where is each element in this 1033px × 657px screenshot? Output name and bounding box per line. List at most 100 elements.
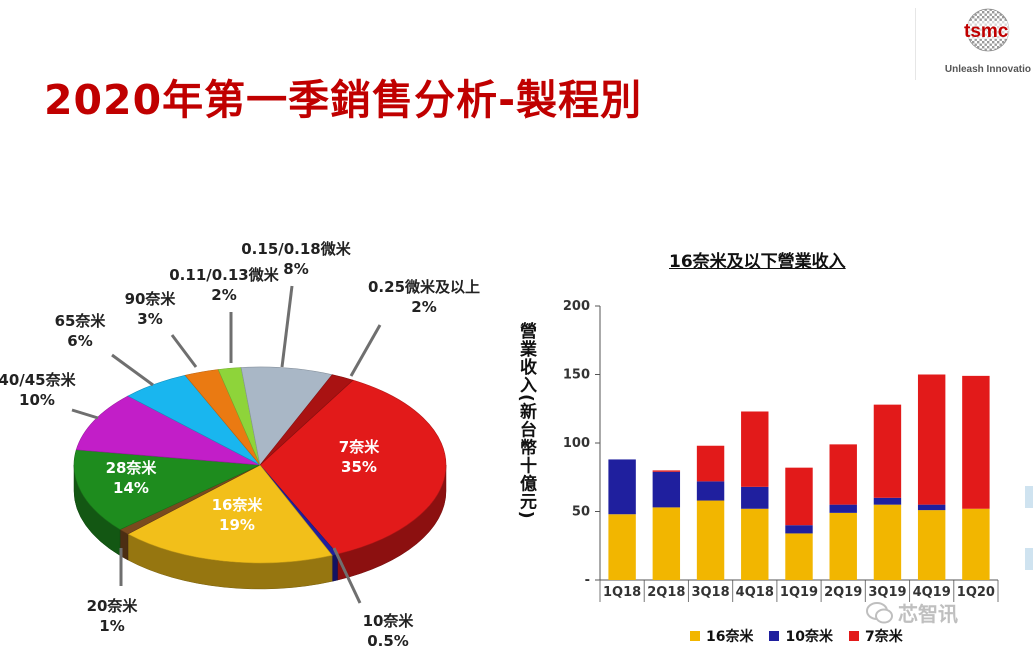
- pie-label-value-1: 0.5%: [367, 632, 409, 650]
- header-divider: [915, 8, 916, 80]
- bar-4Q19-10奈米: [917, 504, 946, 511]
- pie-label-0: 7奈米 35%: [339, 437, 379, 477]
- pie-label-value-7: 3%: [137, 310, 163, 328]
- bar-4Q18-7奈米: [741, 411, 769, 487]
- x-tick-6: 3Q19: [868, 585, 906, 600]
- pie-label-4: 28奈米 14%: [106, 458, 157, 498]
- bar-3Q19-10奈米: [873, 497, 902, 505]
- watermark: 芯智讯: [866, 598, 958, 627]
- bar-chart-title: 16奈米及以下營業收入: [669, 252, 846, 272]
- legend-label-10nm: 10奈米: [785, 629, 833, 645]
- pie-label-value-8: 2%: [211, 286, 237, 304]
- legend-item-16nm: 16奈米: [690, 626, 753, 646]
- x-tick-3: 4Q18: [736, 585, 774, 600]
- slogan: Unleash Innovatio: [944, 64, 1031, 75]
- legend-label-7nm: 7奈米: [864, 629, 903, 645]
- x-tick-1: 2Q18: [647, 585, 685, 600]
- bar-1Q19-10奈米: [785, 525, 813, 534]
- pie-label-name-0: 7奈米: [338, 438, 380, 456]
- legend-swatch-7nm: [848, 631, 859, 641]
- pie-label-value-0: 35%: [341, 458, 377, 476]
- pie-label-name-2: 16奈米: [211, 496, 263, 514]
- bar-1Q19-7奈米: [785, 467, 813, 526]
- pie-label-3: 20奈米 1%: [87, 596, 138, 636]
- pie-label-name-4: 28奈米: [105, 459, 157, 477]
- legend-swatch-10nm: [769, 631, 780, 641]
- y-tick-3: 150: [563, 368, 590, 383]
- x-tick-0: 1Q18: [603, 585, 641, 600]
- bar-1Q20-7奈米: [962, 375, 990, 509]
- pie-label-name-5: 40/45奈米: [0, 371, 76, 389]
- x-tick-2: 3Q18: [691, 585, 729, 600]
- bar-chart-ylabel: 營業收入(新台幣十億元): [516, 322, 536, 520]
- y-tick-2: 100: [563, 436, 590, 451]
- bar-1Q18-16奈米: [608, 514, 636, 580]
- edge-box-2: [1025, 548, 1033, 570]
- pie-label-value-6: 6%: [67, 332, 93, 350]
- pie-leader-6: [111, 353, 154, 387]
- watermark-text: 芯智讯: [898, 602, 958, 626]
- bar-legend: 16奈米 10奈米 7奈米: [690, 626, 903, 646]
- bar-2Q19-7奈米: [829, 444, 857, 505]
- bar-4Q18-10奈米: [741, 486, 769, 509]
- x-tick-8: 1Q20: [957, 585, 995, 600]
- x-tick-5: 2Q19: [824, 585, 862, 600]
- pie-label-value-4: 14%: [113, 479, 149, 497]
- bar-4Q19-7奈米: [917, 374, 946, 505]
- pie-slice-10: [259, 374, 354, 466]
- y-tick-0: -: [585, 573, 590, 588]
- page-title: 2020年第一季銷售分析-製程別: [44, 76, 643, 124]
- pie-slice-4: [73, 449, 262, 530]
- tsmc-logo: tsmc: [962, 8, 1018, 52]
- pie-label-8: 0.11/0.13微米 2%: [169, 265, 279, 305]
- pie-label-1: 10奈米 0.5%: [363, 611, 414, 651]
- pie-leader-1: [332, 547, 362, 604]
- pie-label-7: 90奈米 3%: [125, 289, 176, 329]
- pie-label-value-9: 8%: [283, 260, 309, 278]
- pie-label-2: 16奈米 19%: [212, 495, 263, 535]
- pie-label-name-7: 90奈米: [124, 290, 176, 308]
- bar-1Q19-16奈米: [785, 533, 813, 580]
- pie-label-name-6: 65奈米: [54, 312, 106, 330]
- legend-label-16nm: 16奈米: [706, 629, 754, 645]
- y-tick-4: 200: [563, 299, 590, 314]
- bar-3Q18-10奈米: [696, 481, 725, 501]
- bar-3Q19-7奈米: [873, 404, 902, 498]
- pie-label-10: 0.25微米及以上 2%: [368, 277, 480, 317]
- pie-label-value-10: 2%: [411, 298, 437, 316]
- pie-label-name-3: 20奈米: [86, 597, 138, 615]
- pie-slice-2: [127, 464, 333, 564]
- pie-label-name-1: 10奈米: [362, 612, 414, 630]
- pie-leader-5: [71, 408, 99, 420]
- bar-2Q18-16奈米: [652, 507, 681, 580]
- edge-box-1: [1025, 486, 1033, 508]
- bar-2Q18-10奈米: [652, 471, 681, 508]
- wechat-icon: [866, 601, 893, 623]
- legend-item-10nm: 10奈米: [769, 626, 833, 646]
- legend-swatch-16nm: [690, 631, 700, 641]
- pie-slice-9: [240, 366, 333, 466]
- pie-label-value-3: 1%: [99, 617, 125, 635]
- pie-label-name-9: 0.15/0.18微米: [241, 240, 351, 258]
- pie-side-1: [331, 553, 338, 582]
- pie-leader-9: [280, 285, 294, 368]
- bar-1Q20-16奈米: [962, 508, 990, 580]
- pie-label-9: 0.15/0.18微米 8%: [241, 239, 351, 279]
- pie-label-value-5: 10%: [19, 391, 55, 409]
- bar-2Q18-7奈米: [652, 470, 681, 472]
- x-tick-7: 4Q19: [913, 585, 951, 600]
- bar-3Q18-7奈米: [696, 445, 725, 482]
- bar-1Q18-10奈米: [608, 459, 636, 515]
- x-tick-4: 1Q19: [780, 585, 818, 600]
- bar-2Q19-10奈米: [829, 504, 857, 513]
- pie-label-name-10: 0.25微米及以上: [367, 278, 481, 296]
- pie-label-name-8: 0.11/0.13微米: [169, 266, 279, 284]
- bar-3Q18-16奈米: [696, 500, 725, 580]
- y-tick-1: 50: [572, 505, 590, 520]
- pie-slice-0: [259, 379, 447, 555]
- pie-label-value-2: 19%: [219, 516, 255, 534]
- pie-label-6: 65奈米 6%: [55, 311, 106, 351]
- pie-chart: [71, 285, 447, 604]
- bar-4Q18-16奈米: [741, 508, 769, 580]
- pie-slice-5: [75, 395, 261, 466]
